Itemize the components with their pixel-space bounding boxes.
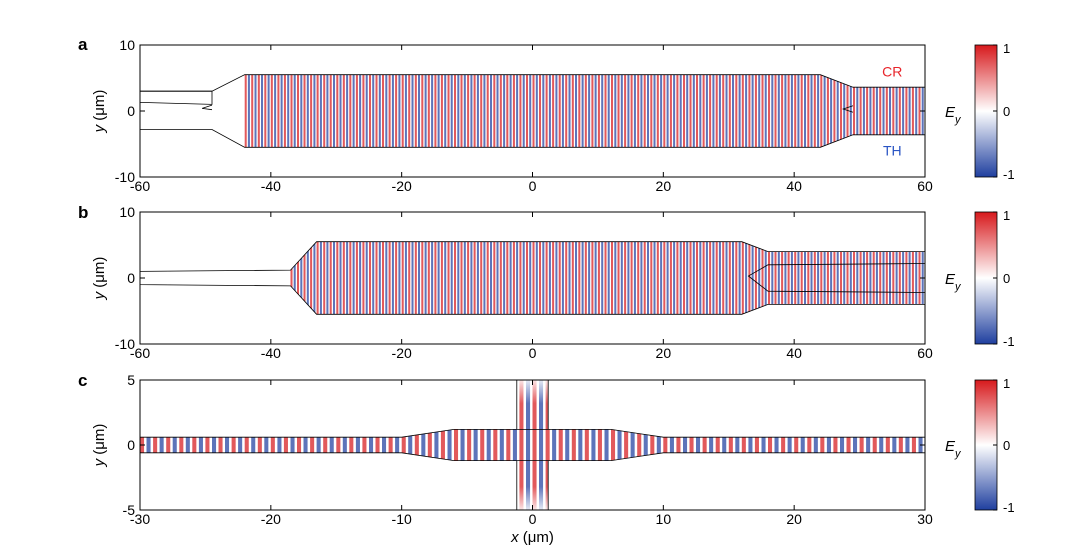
colorbar-tick-label: -1 bbox=[1003, 500, 1015, 515]
colorbar: 1 0 -1 Ey bbox=[945, 208, 1015, 349]
y-tick-label: 0 bbox=[127, 103, 135, 119]
device-outline bbox=[140, 380, 925, 510]
x-tick-label: -10 bbox=[392, 511, 412, 527]
annotation-th: TH bbox=[883, 143, 902, 159]
x-tick-label: 30 bbox=[917, 511, 933, 527]
panel-letter: a bbox=[78, 35, 88, 54]
field-map bbox=[140, 74, 925, 148]
colorbar-tick-label: 0 bbox=[1003, 271, 1010, 286]
x-tick-label: 10 bbox=[656, 511, 672, 527]
y-tick-label: 0 bbox=[127, 437, 135, 453]
field-map bbox=[140, 241, 925, 315]
x-tick-label: 40 bbox=[786, 345, 802, 361]
colorbar-tick-label: 0 bbox=[1003, 104, 1010, 119]
y-axis-label: y (μm) bbox=[91, 257, 108, 301]
colorbar-label: Ey bbox=[945, 271, 962, 293]
colorbar-tick-label: 1 bbox=[1003, 41, 1010, 56]
x-tick-label: 60 bbox=[917, 178, 933, 194]
y-axis-label: y (μm) bbox=[91, 90, 108, 134]
y-tick-label: 10 bbox=[119, 37, 135, 53]
x-tick-label: 0 bbox=[529, 345, 537, 361]
y-axis-label: y (μm) bbox=[91, 424, 108, 468]
panel-letter: b bbox=[78, 203, 88, 222]
colorbar-tick-label: 1 bbox=[1003, 208, 1010, 223]
colorbar-tick-label: 1 bbox=[1003, 376, 1010, 391]
y-tick-label: -5 bbox=[123, 502, 136, 518]
y-tick-label: 10 bbox=[119, 204, 135, 220]
colorbar: 1 0 -1 Ey bbox=[945, 41, 1015, 182]
x-tick-label: 0 bbox=[529, 178, 537, 194]
x-tick-label: -40 bbox=[261, 178, 281, 194]
x-tick-label: -20 bbox=[261, 511, 281, 527]
annotation-cr: CR bbox=[882, 63, 902, 79]
x-tick-label: 20 bbox=[656, 345, 672, 361]
x-tick-label: -60 bbox=[130, 345, 150, 361]
colorbar-tick-label: -1 bbox=[1003, 167, 1015, 182]
x-axis-label: x (μm) bbox=[510, 529, 554, 546]
colorbar-label: Ey bbox=[945, 438, 962, 460]
x-tick-label: -20 bbox=[392, 178, 412, 194]
x-tick-label: 60 bbox=[917, 345, 933, 361]
y-tick-label: -10 bbox=[115, 336, 135, 352]
x-tick-label: -20 bbox=[392, 345, 412, 361]
x-tick-label: 20 bbox=[786, 511, 802, 527]
x-tick-label: -40 bbox=[261, 345, 281, 361]
field-map bbox=[140, 380, 925, 510]
y-tick-label: 0 bbox=[127, 270, 135, 286]
colorbar-label: Ey bbox=[945, 104, 962, 126]
x-tick-label: 40 bbox=[786, 178, 802, 194]
y-tick-label: 5 bbox=[127, 372, 135, 388]
colorbar-tick-label: 0 bbox=[1003, 438, 1010, 453]
x-tick-label: 0 bbox=[529, 511, 537, 527]
y-tick-label: -10 bbox=[115, 169, 135, 185]
panel-letter: c bbox=[78, 371, 87, 390]
colorbar-tick-label: -1 bbox=[1003, 334, 1015, 349]
x-tick-label: -30 bbox=[130, 511, 150, 527]
x-tick-label: 20 bbox=[656, 178, 672, 194]
colorbar: 1 0 -1 Ey bbox=[945, 376, 1015, 515]
x-tick-label: -60 bbox=[130, 178, 150, 194]
